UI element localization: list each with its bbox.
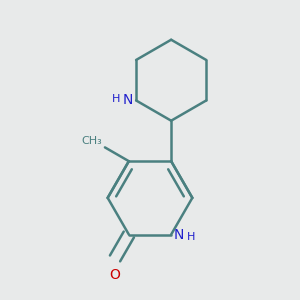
Text: O: O [110, 268, 121, 282]
Text: H: H [187, 232, 195, 242]
Text: H: H [112, 94, 121, 103]
Text: CH₃: CH₃ [81, 136, 102, 146]
Text: N: N [174, 227, 184, 242]
Text: N: N [123, 94, 133, 107]
